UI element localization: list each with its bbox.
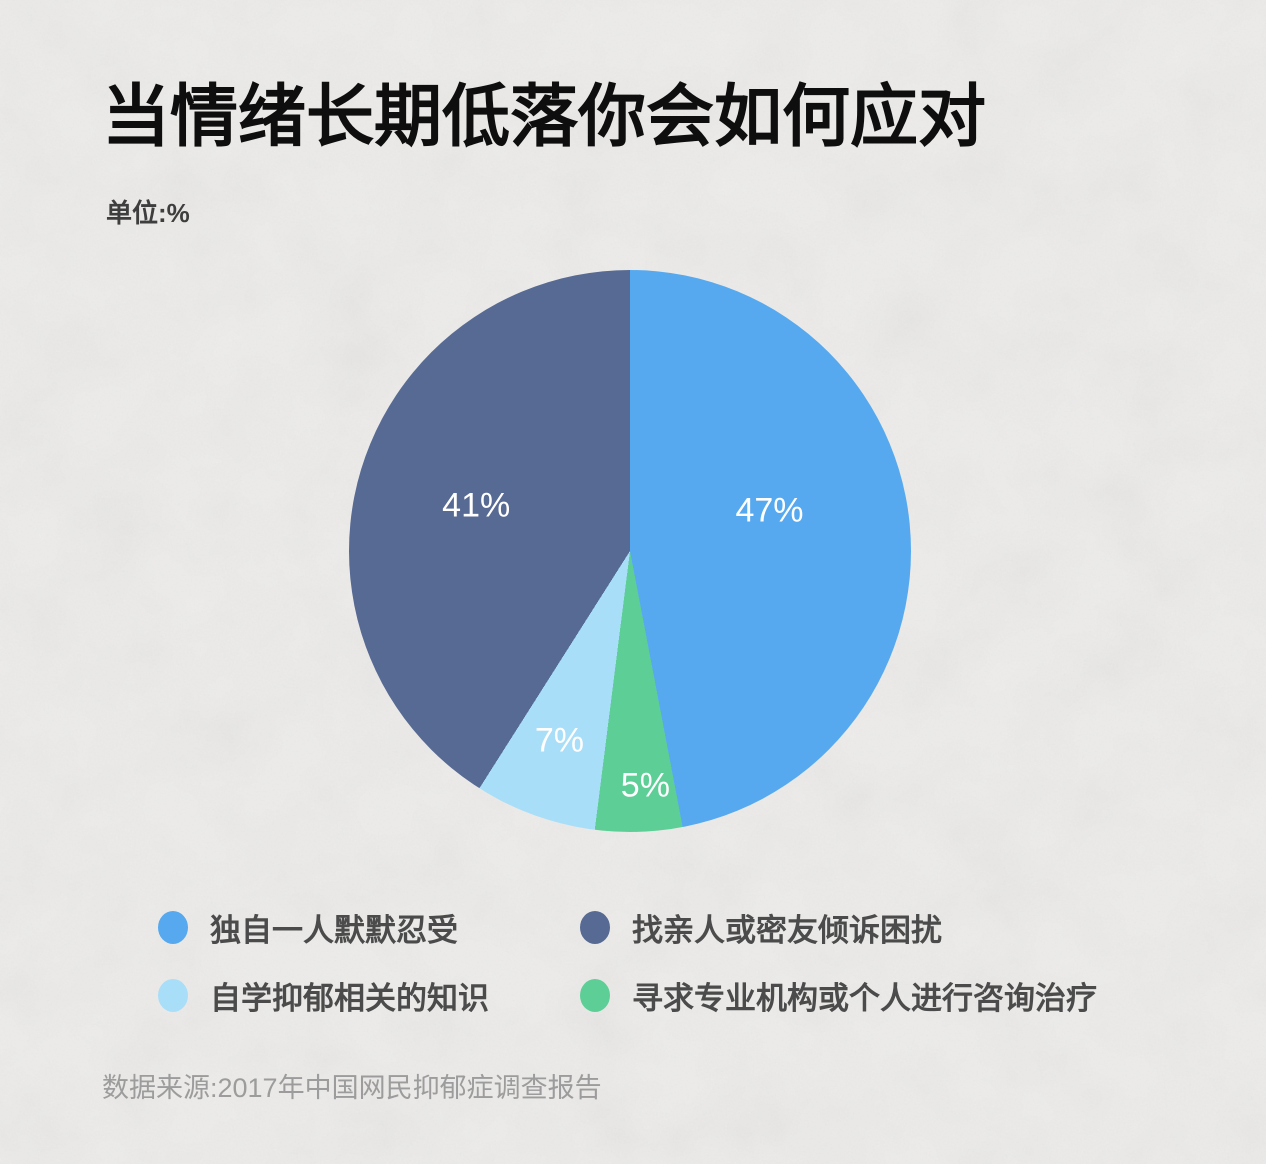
pie-chart: 47% 5% 7% 41% xyxy=(349,270,911,832)
legend-item: 找亲人或密友倾诉困扰 xyxy=(580,905,1097,950)
pie-data-label: 47% xyxy=(735,491,804,530)
pie-data-label: 41% xyxy=(442,486,511,525)
pie-data-label: 7% xyxy=(534,721,585,760)
pie xyxy=(349,270,911,832)
pie-data-label: 5% xyxy=(620,766,670,805)
data-source: 数据来源:2017年中国网民抑郁症调查报告 xyxy=(102,1073,602,1103)
unit-label: 单位:% xyxy=(106,198,190,228)
legend-label: 找亲人或密友倾诉困扰 xyxy=(632,913,942,948)
legend-item: 寻求专业机构或个人进行咨询治疗 xyxy=(580,973,1097,1018)
legend-dot-icon xyxy=(580,911,610,944)
legend-item: 独自一人默默忍受 xyxy=(158,905,580,950)
chart-title: 当情绪长期低落你会如何应对 xyxy=(102,79,987,155)
legend-item: 自学抑郁相关的知识 xyxy=(158,973,580,1018)
legend-label: 寻求专业机构或个人进行咨询治疗 xyxy=(632,981,1097,1016)
legend-label: 独自一人默默忍受 xyxy=(210,913,458,948)
legend-dot-icon xyxy=(580,979,610,1012)
legend: 独自一人默默忍受 找亲人或密友倾诉困扰自学抑郁相关的知识 寻求专业机构或个人进行咨询… xyxy=(158,905,1097,1018)
legend-dot-icon xyxy=(158,979,188,1012)
legend-dot-icon xyxy=(158,911,188,944)
legend-label: 自学抑郁相关的知识 xyxy=(210,981,489,1016)
